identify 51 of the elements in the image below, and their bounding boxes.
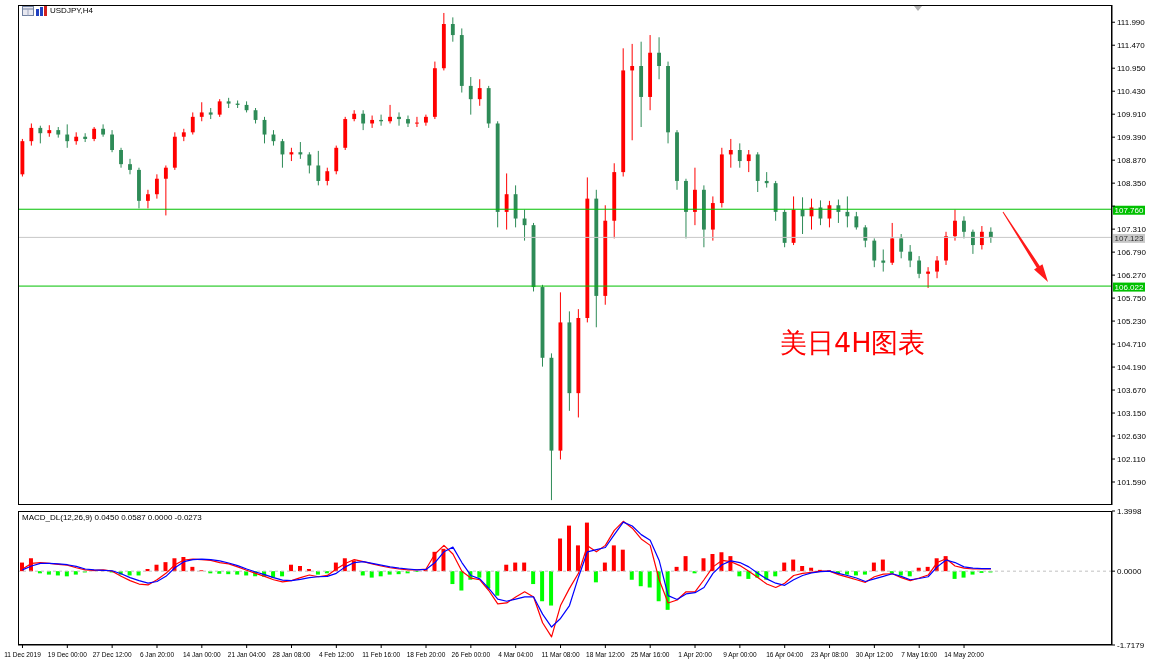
y-tick-label: 1.3998 [1117,506,1143,516]
x-tick-label: 19 Dec 00:00 [47,649,87,660]
x-tick-label: 11 Dec 2019 [4,649,41,660]
x-tick-label: 1 Apr 20:00 [678,649,712,660]
x-tick-label: 25 Mar 16:00 [630,649,670,660]
y-tick-label: 104.710 [1117,339,1147,349]
y-tick-label: 108.350 [1117,179,1147,188]
x-tick-label: 14 Jan 00:00 [182,649,221,660]
chart-title: USDJPY,H4 [50,6,93,16]
x-tick-label: 28 Jan 08:00 [272,649,311,660]
y-tick-label: 106.270 [1117,270,1147,280]
y-tick-label: 102.110 [1117,454,1146,464]
x-tick-label: 9 Apr 00:00 [723,649,757,660]
y-tick-label: 101.590 [1117,477,1147,487]
x-tick-label: 14 May 20:00 [944,649,984,660]
y-tick-label: 110.950 [1117,64,1146,74]
y-tick-label: -1.7179 [1117,640,1145,650]
x-tick-label: 30 Apr 12:00 [855,649,893,660]
x-tick-label: 21 Jan 04:00 [227,649,266,660]
ref-line-label: 107.123 [1114,234,1145,244]
y-tick-label: 108.870 [1117,156,1147,166]
x-tick-label: 11 Feb 16:00 [362,649,401,660]
x-tick-label: 4 Feb 12:00 [318,649,354,660]
ref-line-label: 106.022 [1114,283,1145,293]
y-tick-label: 105.750 [1117,293,1147,303]
x-tick-label: 23 Apr 08:00 [810,649,849,660]
y-tick-label: 111.470 [1117,41,1146,51]
x-tick-label: 18 Feb 20:00 [406,649,446,660]
x-tick-label: 16 Apr 04:00 [766,649,804,660]
y-tick-label: 103.670 [1117,385,1147,395]
x-tick-label: 11 Mar 08:00 [541,649,580,660]
y-tick-label: 0.0000 [1117,567,1143,576]
chart-title: MACD_DL(12,26,9) 0.0450 0.0587 0.0000 -0.0273 [22,513,202,523]
x-tick-label: 4 Mar 04:00 [498,649,534,660]
y-tick-label: 104.190 [1117,362,1147,372]
x-tick-label: 7 May 16:00 [901,649,938,660]
y-tick-label: 106.790 [1117,247,1147,257]
x-tick-label: 18 Mar 12:00 [586,649,625,660]
y-tick-label: 110.430 [1117,87,1146,97]
y-tick-label: 103.150 [1117,408,1147,418]
y-tick-label: 107.310 [1117,224,1147,234]
y-tick-label: 109.390 [1117,133,1147,143]
x-tick-label: 6 Jan 20:00 [139,649,175,660]
y-tick-label: 105.230 [1117,316,1147,326]
annotation: 美日4H图表 [780,326,926,360]
ref-line-label: 107.760 [1114,206,1145,216]
y-tick-label: 102.630 [1117,431,1147,441]
x-tick-label: 27 Dec 12:00 [92,649,132,660]
y-tick-label: 111.990 [1117,18,1146,28]
x-tick-label: 26 Feb 00:00 [451,649,491,660]
y-tick-label: 109.910 [1117,110,1147,120]
